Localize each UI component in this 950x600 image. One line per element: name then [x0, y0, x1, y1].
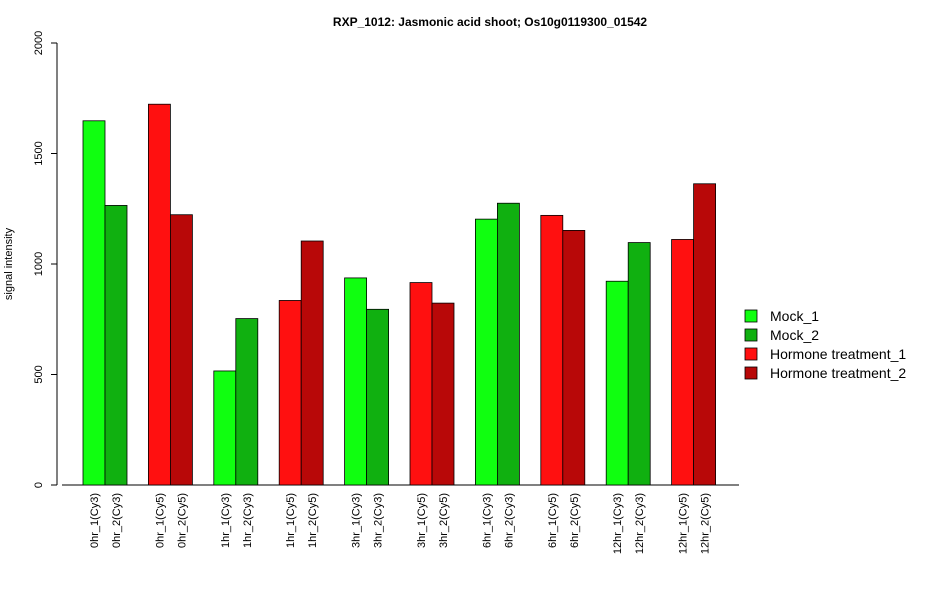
x-tick-label: 6hr_1(Cy3) — [481, 493, 493, 548]
legend-label: Hormone treatment_2 — [770, 365, 906, 381]
bars — [82, 103, 716, 486]
bar — [409, 282, 433, 486]
y-tick-label: 2000 — [33, 31, 45, 55]
legend-swatch — [744, 328, 758, 342]
bar — [562, 230, 586, 486]
bar — [235, 318, 259, 486]
x-tick-label: 3hr_1(Cy3) — [351, 493, 363, 548]
bar — [496, 202, 520, 486]
x-tick-label: 6hr_1(Cy5) — [547, 493, 559, 548]
y-tick-label: 0 — [33, 482, 45, 488]
legend-swatch — [744, 347, 758, 361]
bar — [671, 239, 694, 486]
bar — [474, 218, 498, 486]
x-tick-label: 0hr_1(Cy5) — [154, 493, 166, 548]
x-tick-label: 6hr_2(Cy3) — [503, 493, 515, 548]
x-tick-label: 12hr_2(Cy5) — [700, 493, 712, 554]
x-tick-label: 3hr_2(Cy3) — [373, 493, 385, 548]
legend-label: Mock_2 — [770, 327, 819, 343]
x-tick-label: 0hr_2(Cy3) — [111, 493, 123, 548]
y-tick-label: 1000 — [33, 252, 45, 276]
x-tick-label: 12hr_1(Cy5) — [678, 493, 690, 554]
x-tick-label: 1hr_2(Cy5) — [307, 493, 319, 548]
x-tick-label: 3hr_2(Cy5) — [438, 493, 450, 548]
bar — [213, 370, 237, 486]
x-tick-label: 1hr_1(Cy3) — [220, 493, 232, 548]
bar — [82, 120, 106, 486]
y-tick-label: 500 — [33, 365, 45, 383]
category-labels: 0hr_1(Cy3) 0hr_2(Cy3) 0hr_1(Cy5) 0hr_2(Cy5)… — [89, 493, 712, 554]
y-tick-label: 1500 — [33, 141, 45, 165]
y-axis: 0 500 1000 1500 2000 — [33, 31, 58, 488]
bar — [627, 242, 651, 486]
bar — [344, 277, 368, 486]
x-tick-label: 12hr_2(Cy3) — [634, 493, 646, 554]
y-axis-label: signal intensity — [3, 227, 15, 300]
bar — [104, 205, 128, 486]
x-tick-label: 0hr_2(Cy5) — [176, 493, 188, 548]
bar — [431, 302, 455, 486]
x-tick-label: 1hr_1(Cy5) — [285, 493, 297, 548]
bar — [605, 280, 629, 486]
bar — [366, 308, 390, 486]
chart-title: RXP_1012: Jasmonic acid shoot; Os10g0119… — [333, 15, 648, 29]
x-tick-label: 12hr_1(Cy3) — [612, 493, 624, 554]
bar — [278, 300, 302, 486]
legend-label: Mock_1 — [770, 308, 819, 324]
legend-label: Hormone treatment_1 — [770, 346, 906, 362]
x-tick-label: 3hr_1(Cy5) — [416, 493, 428, 548]
x-tick-label: 0hr_1(Cy3) — [89, 493, 101, 548]
bar — [169, 214, 193, 486]
x-tick-label: 6hr_2(Cy5) — [569, 493, 581, 548]
bar — [540, 214, 564, 486]
legend-swatch — [744, 366, 758, 380]
bar — [147, 103, 171, 486]
legend-swatch — [744, 309, 758, 323]
bar — [300, 240, 324, 486]
x-tick-label: 1hr_2(Cy3) — [242, 493, 254, 548]
bar — [693, 183, 716, 486]
legend: Mock_1 Mock_2 Hormone treatment_1 Hormone t… — [744, 308, 906, 381]
